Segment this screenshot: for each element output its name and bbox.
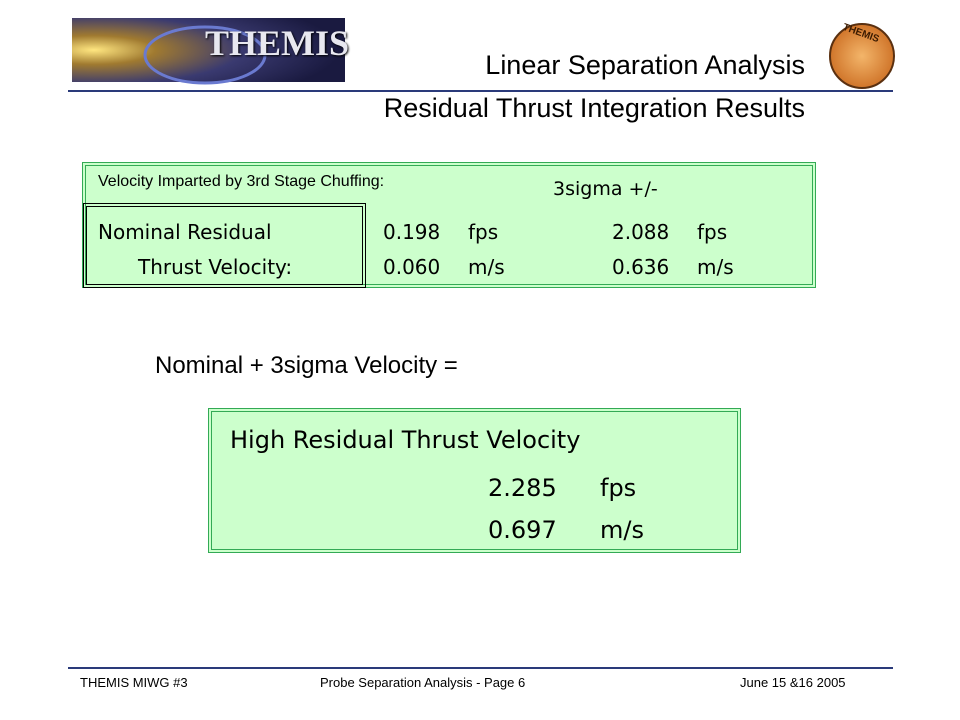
- title: Linear Separation Analysis: [485, 50, 805, 80]
- row-label: Nominal Residual: [98, 220, 272, 244]
- value: 2.285: [488, 474, 557, 502]
- box-label: Velocity Imparted by 3rd Stage Chuffing:: [98, 173, 385, 190]
- row-label: Thrust Velocity:: [138, 255, 293, 279]
- value: 0.636: [612, 255, 670, 279]
- logo-orbit: [143, 25, 267, 85]
- unit: fps: [468, 220, 499, 244]
- unit: m/s: [468, 255, 505, 279]
- subtitle: Residual Thrust Integration Results: [383, 93, 805, 123]
- footer-center: Probe Separation Analysis - Page 6: [320, 675, 526, 690]
- result-title: High Residual Thrust Velocity: [230, 426, 581, 454]
- value: 0.060: [383, 255, 441, 279]
- logo-banner: [72, 18, 345, 82]
- value: 2.088: [612, 220, 670, 244]
- unit: m/s: [600, 516, 644, 544]
- sum-label: Nominal + 3sigma Velocity =: [155, 352, 458, 379]
- value: 0.697: [488, 516, 557, 544]
- result-box: [208, 408, 741, 553]
- label-frame: [83, 203, 366, 288]
- value: 0.198: [383, 220, 441, 244]
- footer-right: June 15 &16 2005: [740, 675, 846, 690]
- unit: fps: [697, 220, 728, 244]
- seal: [829, 23, 895, 89]
- footer-left: THEMIS MIWG #3: [80, 675, 188, 690]
- unit: fps: [600, 474, 637, 502]
- column-header: 3sigma +/-: [553, 178, 658, 200]
- logo-text: THEMIS: [205, 23, 350, 63]
- unit: m/s: [697, 255, 734, 279]
